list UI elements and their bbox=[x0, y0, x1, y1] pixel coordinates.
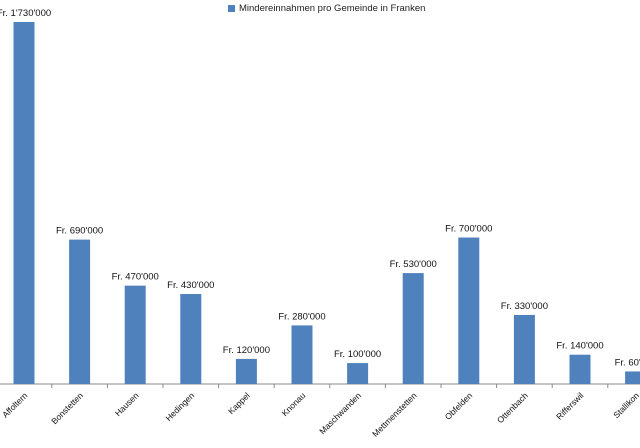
legend-label: Mindereinnahmen pro Gemeinde in Franken bbox=[239, 3, 426, 14]
data-label: Fr. 470'000 bbox=[112, 272, 159, 283]
bar-rifferswil bbox=[569, 354, 591, 384]
x-tick-label: Bonstetten bbox=[49, 390, 85, 426]
data-label: Fr. 330'000 bbox=[501, 301, 548, 312]
bar-stallikon bbox=[625, 371, 640, 384]
x-tick-label: Kappel bbox=[226, 390, 252, 416]
data-label: Fr. 280'000 bbox=[278, 311, 325, 322]
bar-ottenbach bbox=[513, 314, 535, 384]
chart-legend: Mindereinnahmen pro Gemeinde in Franken bbox=[228, 3, 425, 14]
data-label: Fr. 140'000 bbox=[556, 341, 603, 352]
x-tick-label: Stallikon bbox=[611, 390, 640, 420]
data-label: Fr. 100'000 bbox=[334, 349, 381, 360]
bar-maschwanden bbox=[347, 363, 369, 384]
bar-hedingen bbox=[180, 294, 202, 384]
data-label: Fr. 530'000 bbox=[390, 259, 437, 270]
bar-knonau bbox=[291, 325, 313, 384]
data-label: Fr. 430'000 bbox=[167, 280, 214, 291]
bar-obfelden bbox=[458, 237, 480, 384]
x-tick-label: Knonau bbox=[280, 390, 308, 418]
x-tick-label: Rifferswil bbox=[554, 390, 585, 421]
bar-mettmenstetten bbox=[402, 273, 424, 384]
bar-affoltern bbox=[13, 22, 35, 384]
x-tick-label: Maschwanden bbox=[317, 390, 363, 436]
x-tick-label: Mettmenstetten bbox=[370, 390, 419, 439]
data-label: Fr. 120'000 bbox=[223, 345, 270, 356]
data-label: Fr. 690'000 bbox=[56, 226, 103, 237]
x-tick-label: Obfelden bbox=[443, 390, 475, 422]
bar-bonstetten bbox=[69, 239, 91, 384]
x-tick-label: Affoltern bbox=[0, 390, 30, 420]
data-label: Fr. 700'000 bbox=[445, 224, 492, 235]
bar-hausen bbox=[124, 285, 146, 384]
x-tick-label: Hedingen bbox=[163, 390, 196, 423]
bar-kappel bbox=[235, 358, 257, 384]
x-tick-label: Hausen bbox=[113, 390, 141, 418]
data-label: Fr. 1'730'000 bbox=[0, 8, 51, 19]
legend-swatch bbox=[228, 5, 235, 12]
x-tick-label: Ottenbach bbox=[495, 390, 530, 425]
data-label: Fr. 60'000 bbox=[615, 357, 640, 368]
